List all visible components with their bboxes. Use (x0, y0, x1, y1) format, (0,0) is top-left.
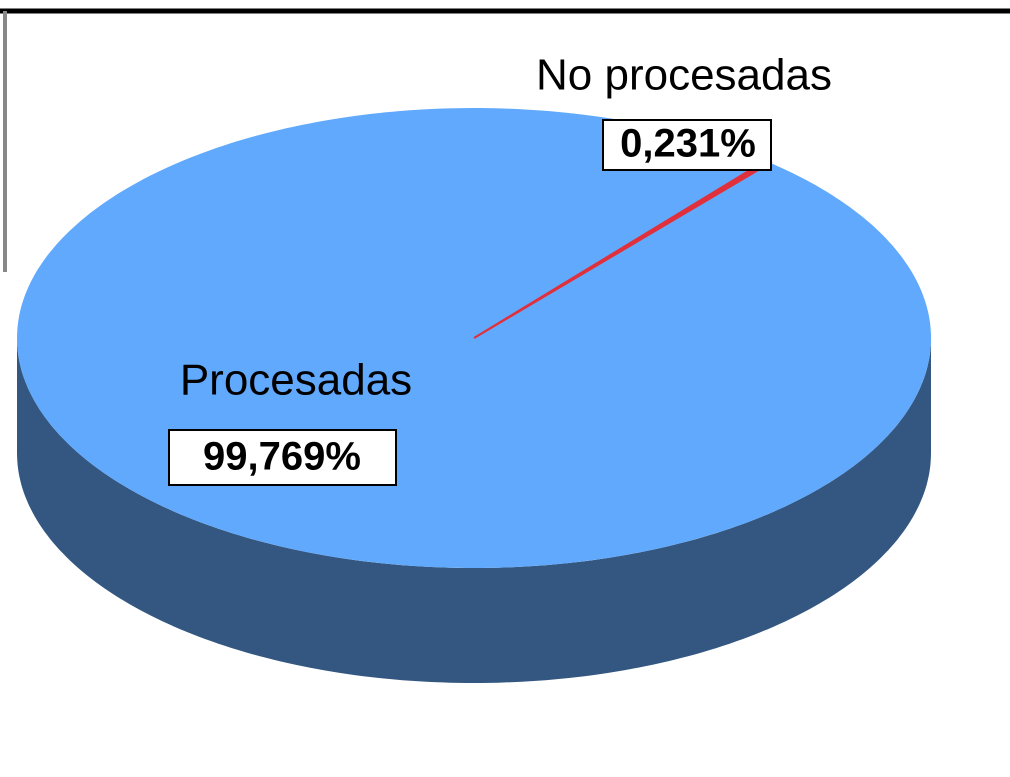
labels: Procesadas 99,769% No procesadas 0,231% (168, 51, 832, 486)
slice-side (17, 338, 931, 683)
value-box (602, 119, 772, 171)
pie-sides (17, 338, 931, 683)
pie-tops (17, 108, 931, 568)
category-label: Procesadas (180, 356, 412, 405)
category-label: No procesadas (536, 51, 832, 100)
value-label: 99,769% (203, 435, 361, 479)
value-label: 0,231% (620, 122, 756, 166)
value-box (168, 429, 397, 486)
